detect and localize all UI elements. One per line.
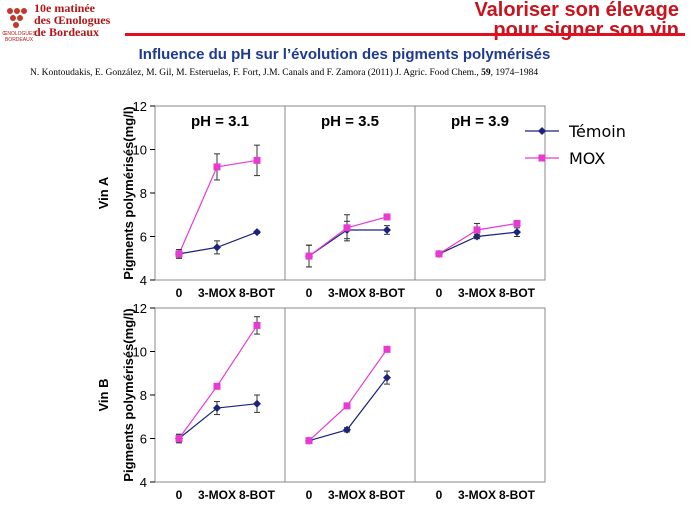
- data-point-témoin: [213, 404, 221, 413]
- x-tick-label: 8-BOT: [499, 286, 536, 300]
- series-line-mox: [178, 325, 258, 439]
- data-point-témoin: [343, 425, 351, 434]
- data-point-témoin: [383, 373, 391, 382]
- logo-line-1: 10e matinée: [34, 1, 95, 15]
- x-tick-label: 8-BOT: [369, 488, 406, 502]
- logo: 10e matinée des Œnologues de Bordeaux ŒN…: [2, 2, 122, 44]
- row-label: Vin B: [96, 379, 111, 412]
- x-tick-label: 3-MOX: [458, 488, 496, 502]
- data-point-témoin: [253, 399, 261, 408]
- data-point-mox: [213, 163, 221, 171]
- x-tick-label: 0: [306, 488, 313, 502]
- data-point-mox: [175, 250, 183, 258]
- column-header: pH = 3.5: [321, 113, 379, 130]
- citation-pages: , 1974–1984: [490, 68, 539, 78]
- x-tick-label: 3-MOX: [328, 286, 366, 300]
- logo-assoc-text: ŒNOLOGUES BORDEAUX: [2, 31, 36, 43]
- y-tick-label: 10: [133, 345, 147, 360]
- panel-frame-2-1: [154, 307, 286, 483]
- data-point-mox: [253, 321, 261, 329]
- data-point-témoin: [213, 243, 221, 252]
- legend-label: Témoin: [568, 122, 626, 141]
- data-point-témoin: [253, 228, 261, 237]
- data-point-mox: [175, 435, 183, 442]
- legend-label: MOX: [569, 149, 605, 168]
- data-point-mox: [513, 219, 521, 227]
- citation-authors: N. Kontoudakis, E. González, M. Gil, M. …: [30, 68, 482, 78]
- y-axis-label: Pigments polymérisés(mg/l): [121, 106, 136, 279]
- data-point-mox: [343, 224, 351, 232]
- x-tick-label: 3-MOX: [198, 488, 236, 502]
- data-point-mox: [383, 345, 391, 353]
- y-tick-label: 4: [140, 475, 147, 490]
- data-point-mox: [253, 156, 261, 164]
- data-point-mox: [305, 252, 313, 260]
- x-tick-label: 3-MOX: [328, 488, 366, 502]
- y-tick-label: 4: [140, 273, 147, 288]
- x-tick-label: 0: [436, 286, 443, 300]
- logo-line-2: des Œnologues: [34, 13, 111, 27]
- citation: N. Kontoudakis, E. González, M. Gil, M. …: [30, 68, 538, 78]
- x-tick-label: 8-BOT: [499, 488, 536, 502]
- panel-frame-2-2: [284, 307, 416, 483]
- x-tick-label: 3-MOX: [458, 286, 496, 300]
- x-tick-label: 3-MOX: [198, 286, 236, 300]
- row-label: Vin A: [96, 176, 111, 209]
- data-point-mox: [305, 437, 313, 445]
- column-header: pH = 3.1: [191, 113, 249, 130]
- y-tick-label: 12: [133, 301, 147, 316]
- x-tick-label: 0: [306, 286, 313, 300]
- x-tick-label: 8-BOT: [239, 286, 276, 300]
- data-point-mox: [383, 213, 391, 221]
- series-line-témoin: [308, 229, 387, 257]
- citation-volume: 59: [481, 68, 491, 78]
- data-point-témoin: [513, 228, 521, 237]
- data-point-mox: [343, 402, 351, 410]
- data-point-témoin: [383, 225, 391, 234]
- chart-subtitle: Influence du pH sur l’évolution des pigm…: [138, 46, 551, 63]
- y-tick-label: 12: [133, 99, 147, 114]
- logo-line-3: de Bordeaux: [34, 25, 100, 39]
- x-tick-label: 8-BOT: [369, 286, 406, 300]
- panel-frame-1-2: [284, 105, 416, 281]
- panel-frame-2-3: [414, 307, 546, 483]
- grape-emblem-icon: [4, 6, 28, 30]
- y-tick-label: 6: [140, 230, 147, 245]
- legend-marker: [538, 154, 546, 162]
- x-tick-label: 0: [176, 488, 183, 502]
- x-tick-label: 0: [176, 286, 183, 300]
- y-tick-label: 6: [140, 432, 147, 447]
- series-line-mox: [178, 159, 258, 255]
- column-header: pH = 3.9: [451, 113, 509, 130]
- y-tick-label: 10: [133, 143, 147, 158]
- data-point-mox: [473, 226, 481, 234]
- x-tick-label: 8-BOT: [239, 488, 276, 502]
- y-tick-label: 8: [140, 388, 147, 403]
- series-line-mox: [308, 216, 388, 257]
- panel-frame-1-3: [414, 105, 546, 281]
- y-tick-label: 8: [140, 186, 147, 201]
- header-divider: [125, 33, 685, 36]
- y-axis-label: Pigments polymérisés(mg/l): [121, 308, 136, 481]
- data-point-mox: [435, 250, 443, 258]
- title-line-1: Valoriser son élevage: [474, 0, 679, 21]
- legend-marker: [538, 127, 546, 135]
- x-tick-label: 0: [436, 488, 443, 502]
- series-line-témoin: [178, 231, 258, 255]
- data-point-mox: [213, 382, 221, 390]
